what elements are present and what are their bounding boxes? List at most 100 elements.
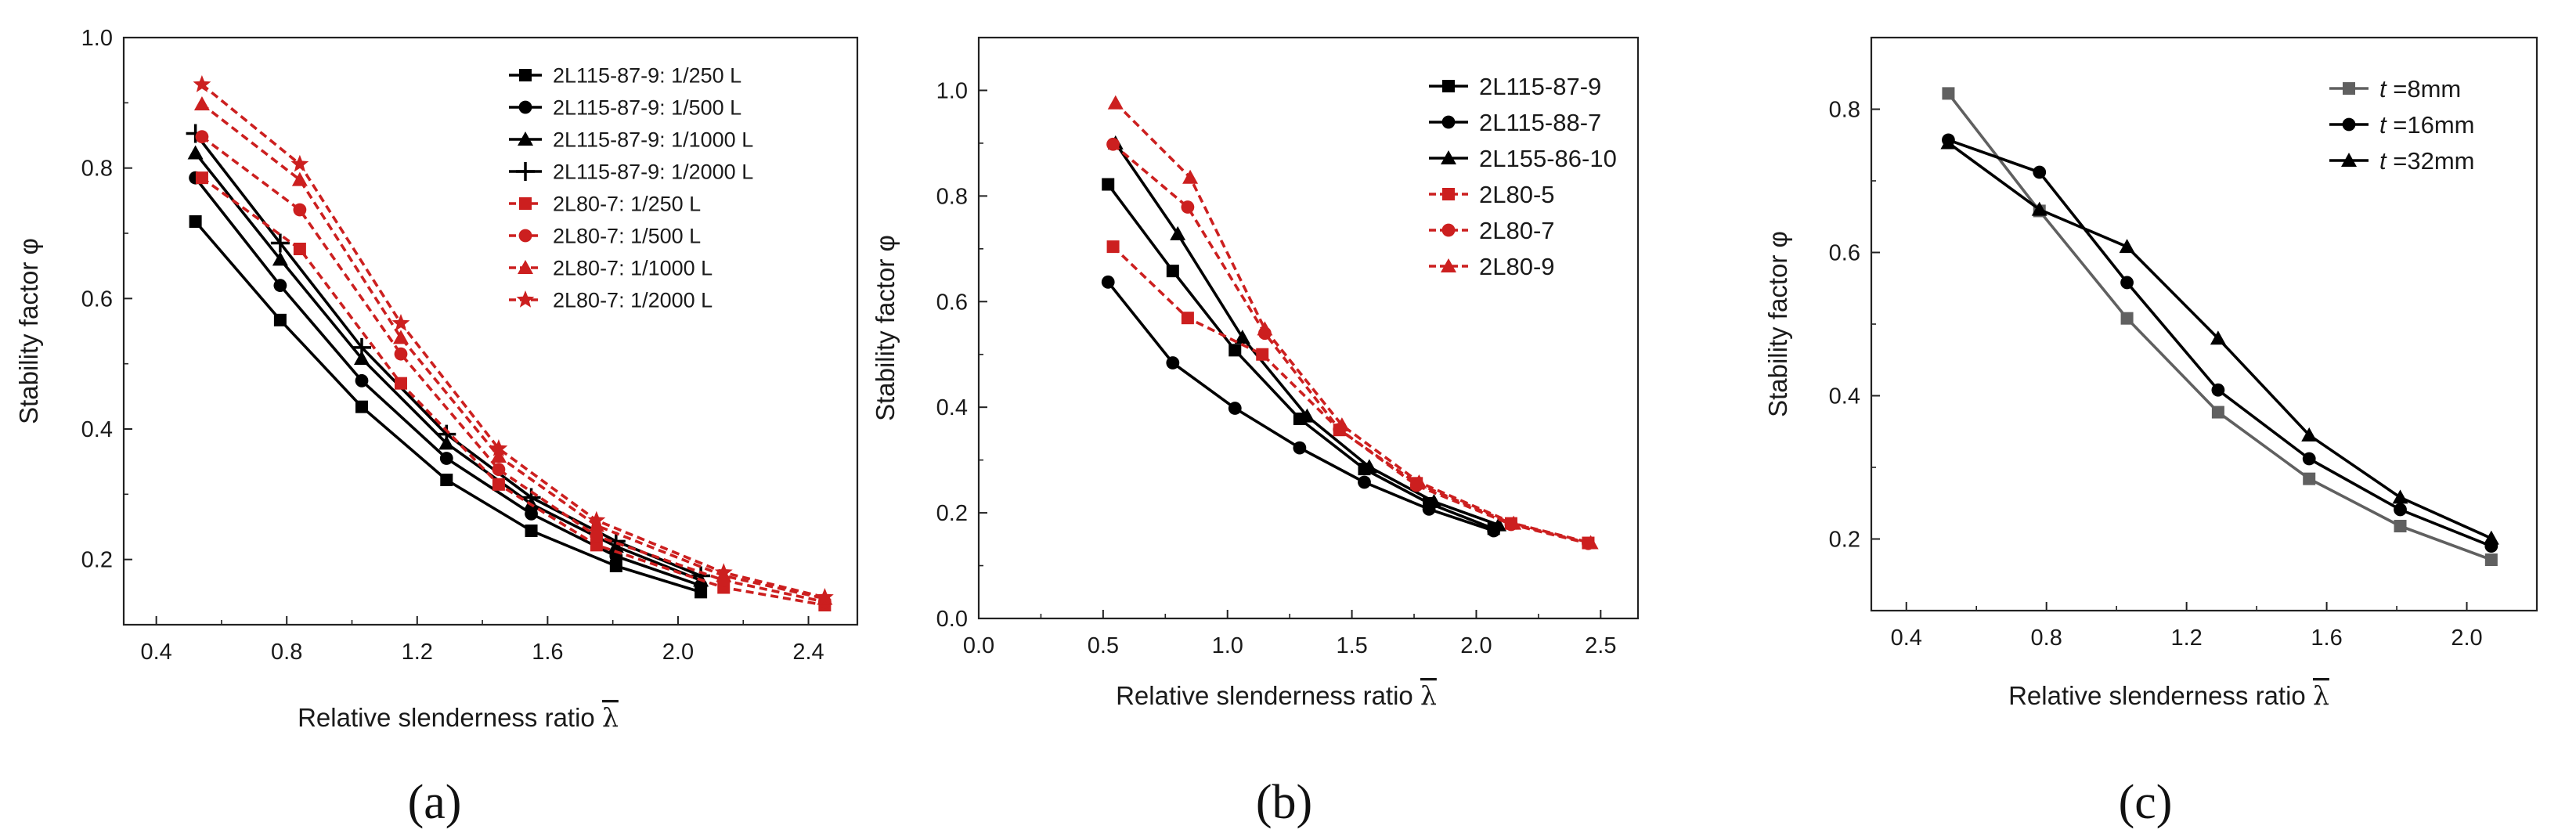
legend-marker [2342, 117, 2356, 132]
y-axis-label: Stability factor φ [1763, 231, 1792, 417]
legend-marker [518, 229, 532, 243]
y-tick-label: 0.6 [936, 290, 968, 315]
data-point [815, 588, 834, 605]
data-point [2394, 503, 2407, 517]
data-point [1166, 265, 1179, 278]
data-point [291, 171, 308, 186]
x-axis-label: Relative slenderness ratio λ [298, 702, 619, 733]
data-point [1107, 95, 1124, 110]
data-point [2120, 312, 2134, 325]
plot-frame [122, 36, 859, 626]
data-point [1582, 535, 1599, 550]
legend-marker [518, 100, 532, 114]
series-0 [189, 215, 708, 599]
y-tick-label: 0.2 [81, 548, 113, 573]
series-2 [1940, 135, 2499, 545]
data-point [2119, 239, 2135, 254]
x-axis-label-text: Relative slenderness ratio [1116, 681, 1420, 710]
panel-label-c: (c) [2119, 776, 2173, 829]
legend-label: 2L115-87-9 [1479, 73, 1601, 100]
x-tick-label: 1.6 [2311, 625, 2342, 651]
legend-marker [519, 69, 532, 81]
y-tick-label: 0.6 [81, 287, 113, 312]
legend-label: 2L115-88-7 [1479, 109, 1601, 136]
series-0 [1102, 178, 1500, 535]
series-5 [195, 130, 832, 609]
data-point [590, 529, 604, 543]
x-tick-label: 2.0 [662, 640, 694, 665]
y-tick-label: 0.8 [1829, 98, 1860, 123]
data-point [394, 347, 408, 361]
data-point [293, 203, 307, 217]
data-point [1181, 200, 1195, 214]
data-point [440, 474, 453, 486]
data-point [1182, 169, 1199, 184]
data-point [1940, 135, 1957, 150]
data-point [437, 424, 456, 444]
data-point [189, 215, 202, 228]
legend-marker [1442, 188, 1455, 200]
data-point [1293, 441, 1307, 455]
data-point [1256, 348, 1269, 361]
data-point [2484, 553, 2498, 567]
data-point [2301, 427, 2318, 442]
series-1 [189, 171, 708, 593]
series-3 [1106, 240, 1595, 550]
data-point [1228, 402, 1242, 415]
legend-label-rest: =32mm [2387, 147, 2475, 175]
legend-label: 2L80-7: 1/250 L [553, 193, 701, 216]
data-point [195, 171, 208, 185]
data-point [270, 233, 290, 253]
data-point [2392, 489, 2408, 504]
data-point [714, 563, 733, 580]
data-point [590, 539, 603, 552]
series-line [194, 152, 702, 582]
x-axis-label-text: Relative slenderness ratio [298, 703, 602, 732]
x-tick-label: 0.5 [1088, 633, 1119, 658]
legend-label-italic: t [2379, 147, 2387, 175]
legend-label: t =16mm [2379, 111, 2474, 139]
data-point [273, 279, 287, 293]
legend-label-rest: =16mm [2387, 111, 2475, 139]
data-point [492, 463, 506, 477]
legend-label: 2L80-7: 1/1000 L [553, 257, 713, 280]
data-point [355, 373, 369, 388]
legend-label: t =32mm [2379, 147, 2474, 175]
y-tick-label: 0.8 [936, 184, 968, 209]
x-tick-label: 1.0 [1212, 633, 1243, 658]
data-point [1426, 493, 1442, 508]
data-point [1234, 330, 1250, 344]
series-5 [1107, 95, 1599, 550]
data-point [2302, 452, 2316, 466]
data-point [1102, 178, 1115, 191]
legend-marker [516, 290, 535, 308]
x-tick-label: 1.2 [402, 640, 433, 665]
legend-marker [1441, 150, 1456, 164]
legend-marker [519, 197, 532, 210]
x-axis-label-symbol: λ [2313, 680, 2329, 711]
legend-label: 2L80-7 [1479, 217, 1555, 244]
data-point [1228, 344, 1242, 357]
data-point [2394, 520, 2407, 533]
data-point [2033, 165, 2047, 179]
legend-label: 2L115-87-9: 1/1000 L [553, 128, 753, 152]
x-tick-label: 1.5 [1336, 633, 1367, 658]
y-tick-label: 1.0 [936, 78, 968, 103]
data-point [1170, 225, 1186, 240]
data-point [1506, 515, 1522, 530]
data-point [609, 560, 622, 572]
x-axis-label-symbol: λ [1420, 680, 1437, 711]
data-point [492, 478, 505, 491]
legend: 2L115-87-9 2L115-88-7 2L155-86-10 2L80-5 2L8… [1429, 73, 1617, 280]
legend-label-italic: t [2379, 75, 2387, 103]
series-line [1114, 142, 1499, 527]
data-point [355, 400, 369, 413]
data-point [1411, 474, 1427, 488]
y-axis-label: Stability factor φ [871, 235, 900, 421]
data-point [394, 377, 407, 390]
data-point [1101, 275, 1115, 289]
data-point [1358, 475, 1371, 489]
y-tick-label: 0.2 [1829, 528, 1860, 553]
y-tick-label: 0.0 [936, 607, 968, 632]
